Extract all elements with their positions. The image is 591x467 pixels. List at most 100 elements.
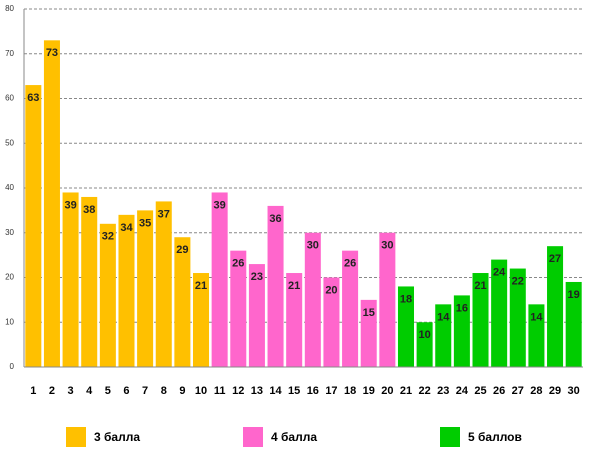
value-label: 21: [288, 280, 300, 292]
legend-label: 4 балла: [271, 430, 317, 444]
y-tick-label: 0: [10, 362, 15, 371]
x-tick-label: 13: [251, 385, 263, 397]
bar: [342, 250, 359, 367]
bar: [81, 196, 98, 367]
x-tick-label: 5: [105, 385, 111, 397]
bar: [472, 273, 489, 367]
bar: [435, 304, 452, 367]
x-tick-label: 19: [363, 385, 375, 397]
bar: [360, 299, 377, 367]
value-label: 39: [214, 199, 226, 211]
bar: [211, 192, 228, 367]
x-tick-label: 28: [530, 385, 542, 397]
bar: [509, 268, 526, 367]
bar: [267, 205, 284, 367]
bar: [453, 295, 470, 367]
bar: [416, 322, 433, 367]
x-tick-label: 11: [214, 385, 226, 397]
bar: [193, 273, 210, 367]
x-tick-label: 15: [288, 385, 300, 397]
bar: [174, 237, 191, 367]
value-label: 36: [269, 213, 281, 225]
value-label: 10: [418, 329, 430, 341]
value-label: 16: [456, 302, 468, 314]
bar: [397, 286, 414, 367]
x-tick-label: 25: [474, 385, 486, 397]
value-label: 14: [530, 311, 543, 323]
value-label: 20: [325, 284, 337, 296]
x-tick-label: 18: [344, 385, 356, 397]
bar: [43, 40, 60, 367]
bar: [286, 273, 303, 367]
x-tick-label: 1: [30, 385, 36, 397]
y-tick-label: 60: [5, 94, 14, 103]
bar: [118, 214, 135, 367]
x-tick-label: 27: [512, 385, 524, 397]
x-tick-label: 21: [400, 385, 412, 397]
x-tick-label: 6: [123, 385, 129, 397]
bar: [379, 232, 396, 367]
value-label: 23: [251, 271, 263, 283]
value-label: 18: [400, 293, 412, 305]
x-tick-label: 8: [161, 385, 167, 397]
x-tick-label: 26: [493, 385, 505, 397]
bar: [304, 232, 321, 367]
x-tick-label: 10: [195, 385, 207, 397]
x-tick-label: 12: [232, 385, 244, 397]
value-label: 30: [381, 240, 393, 252]
x-tick-label: 3: [68, 385, 74, 397]
bar: [528, 304, 545, 367]
x-tick-label: 20: [381, 385, 393, 397]
x-tick-label: 23: [437, 385, 449, 397]
value-label: 39: [64, 199, 76, 211]
x-tick-label: 29: [549, 385, 561, 397]
value-label: 73: [46, 47, 58, 59]
bar: [99, 223, 116, 367]
value-label: 15: [363, 307, 375, 319]
bar: [547, 246, 564, 367]
y-tick-label: 20: [5, 273, 14, 282]
bar: [565, 281, 582, 367]
value-label: 38: [83, 204, 95, 216]
value-label: 63: [27, 92, 39, 104]
legend-label: 5 баллов: [468, 430, 522, 444]
value-label: 34: [120, 222, 133, 234]
legend-swatch: [66, 427, 86, 447]
bar: [137, 210, 154, 367]
value-label: 14: [437, 311, 450, 323]
x-tick-label: 7: [142, 385, 148, 397]
x-tick-label: 30: [568, 385, 580, 397]
legend-label: 3 балла: [94, 430, 140, 444]
value-label: 30: [307, 240, 319, 252]
bar: [62, 192, 79, 367]
bar: [491, 259, 508, 367]
x-tick-label: 2: [49, 385, 55, 397]
value-label: 21: [474, 280, 486, 292]
y-tick-label: 80: [5, 4, 14, 13]
y-tick-label: 50: [5, 138, 14, 147]
legend-swatch: [243, 427, 263, 447]
y-tick-label: 30: [5, 228, 14, 237]
value-label: 35: [139, 217, 151, 229]
value-label: 27: [549, 253, 561, 265]
bar: [248, 264, 265, 367]
value-label: 22: [512, 275, 524, 287]
value-label: 19: [568, 289, 580, 301]
legend-swatch: [440, 427, 460, 447]
y-tick-label: 40: [5, 183, 14, 192]
bar: [25, 85, 42, 367]
bar: [323, 277, 340, 367]
x-tick-label: 17: [325, 385, 337, 397]
value-label: 24: [493, 267, 506, 279]
x-tick-label: 24: [456, 385, 469, 397]
value-label: 29: [176, 244, 188, 256]
x-tick-label: 16: [307, 385, 319, 397]
bar: [230, 250, 247, 367]
y-tick-label: 70: [5, 49, 14, 58]
value-label: 26: [344, 258, 356, 270]
value-label: 32: [102, 231, 114, 243]
value-label: 21: [195, 280, 207, 292]
x-tick-label: 14: [269, 385, 282, 397]
value-label: 37: [158, 208, 170, 220]
